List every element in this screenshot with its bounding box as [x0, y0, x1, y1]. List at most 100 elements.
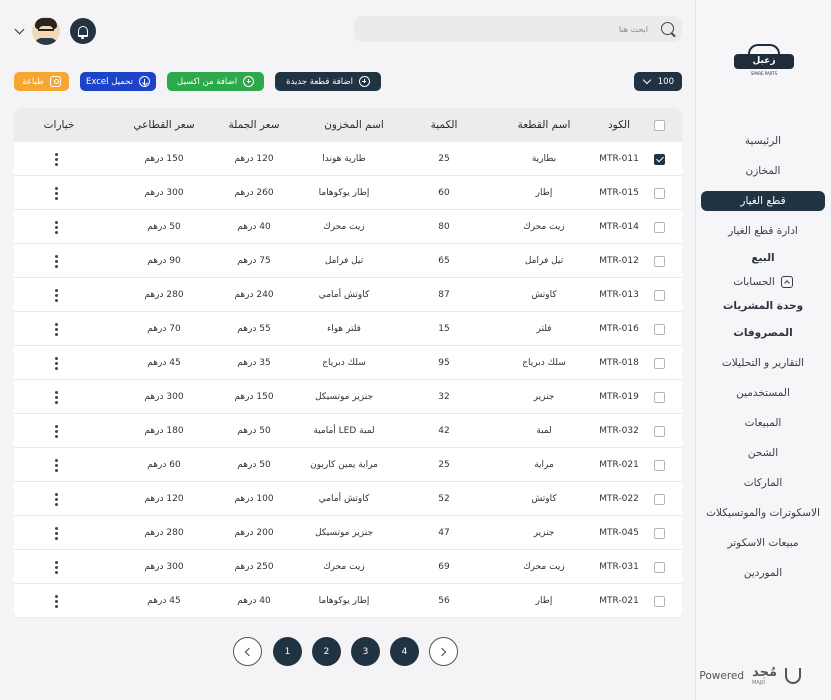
sidebar-item-6[interactable]: وحدة المشريات: [701, 294, 825, 318]
sidebar-item-8[interactable]: التقارير و التحليلات: [701, 348, 825, 378]
kebab-menu-icon[interactable]: [55, 594, 58, 608]
cell-store: فلتر هواء: [327, 324, 361, 334]
kebab-menu-icon[interactable]: [55, 492, 58, 506]
logo[interactable]: زعبل SPARE PARTS: [730, 42, 798, 78]
header-retail[interactable]: سعر القطاعي: [133, 119, 195, 131]
import-excel-button[interactable]: اضافة من اكسيل: [167, 72, 264, 91]
kebab-menu-icon[interactable]: [55, 186, 58, 200]
notifications-button[interactable]: [70, 18, 96, 44]
kebab-menu-icon[interactable]: [55, 356, 58, 370]
sidebar-item-10[interactable]: المبيعات: [701, 408, 825, 438]
page-button[interactable]: 3: [351, 637, 380, 666]
sidebar-item-1[interactable]: المخازن: [701, 156, 825, 186]
row-checkbox[interactable]: [653, 153, 665, 165]
row-checkbox[interactable]: [653, 255, 665, 267]
table-row[interactable]: MTR-045 جنزير 47 جنزير موتسيكل 200 درهم 280 د…: [14, 516, 682, 550]
table-row[interactable]: MTR-021 إطار 56 إطار يوكوهاما 40 درهم 45 درهم: [14, 584, 682, 618]
header-code[interactable]: الكود: [608, 119, 631, 131]
table-row[interactable]: MTR-032 لمبة 42 لمبة LED أمامية 50 درهم 180 د…: [14, 414, 682, 448]
cell-code: MTR-019: [599, 392, 639, 402]
sidebar-item-7[interactable]: المصروفات: [701, 318, 825, 348]
kebab-menu-icon[interactable]: [55, 288, 58, 302]
kebab-menu-icon[interactable]: [55, 390, 58, 404]
add-part-label: اضافة قطعة جديدة: [286, 76, 353, 87]
cell-code: MTR-012: [599, 256, 639, 266]
kebab-menu-icon[interactable]: [55, 152, 58, 166]
sidebar-item-4[interactable]: البيع: [701, 246, 825, 270]
sidebar-item-12[interactable]: الماركات: [701, 468, 825, 498]
kebab-menu-icon[interactable]: [55, 220, 58, 234]
sidebar-item-15[interactable]: الموردين: [701, 558, 825, 588]
row-checkbox[interactable]: [653, 595, 665, 607]
cell-part-name: فلتر: [536, 324, 552, 334]
add-part-button[interactable]: اضافة قطعة جديدة: [275, 72, 381, 91]
kebab-menu-icon[interactable]: [55, 458, 58, 472]
sidebar-item-11[interactable]: الشحن: [701, 438, 825, 468]
table-row[interactable]: MTR-016 فلتر 15 فلتر هواء 55 درهم 70 درهم: [14, 312, 682, 346]
prev-page-button[interactable]: [233, 637, 262, 666]
row-options-cell: [24, 346, 89, 380]
next-page-button[interactable]: [429, 637, 458, 666]
sidebar-item-9[interactable]: المستخدمين: [701, 378, 825, 408]
kebab-menu-icon[interactable]: [55, 526, 58, 540]
cell-wholesale: 75 درهم: [237, 256, 271, 266]
sidebar-item-0[interactable]: الرئيسية: [701, 126, 825, 156]
row-checkbox[interactable]: [653, 323, 665, 335]
row-checkbox[interactable]: [653, 187, 665, 199]
page-size-select[interactable]: 100: [634, 72, 682, 91]
page-button[interactable]: 2: [312, 637, 341, 666]
table-row[interactable]: MTR-014 زيت محرك 80 زيت محرك 40 درهم 50 درهم: [14, 210, 682, 244]
row-checkbox[interactable]: [653, 357, 665, 369]
table-row[interactable]: MTR-022 كاوتش 52 كاوتش أمامي 100 درهم 120 دره…: [14, 482, 682, 516]
header-name[interactable]: اسم القطعة: [517, 119, 571, 131]
sidebar-item-label: التقارير و التحليلات: [721, 357, 805, 369]
table-row[interactable]: MTR-019 جنزير 32 جنزير موتسيكل 150 درهم 300 د…: [14, 380, 682, 414]
row-checkbox[interactable]: [653, 391, 665, 403]
powered-label: Powered: [699, 669, 745, 682]
kebab-menu-icon[interactable]: [55, 254, 58, 268]
table-row[interactable]: MTR-012 تيل فرامل 65 تيل فرامل 75 درهم 90 دره…: [14, 244, 682, 278]
print-button[interactable]: طباعة: [14, 72, 69, 91]
page-button[interactable]: 4: [390, 637, 419, 666]
row-checkbox[interactable]: [653, 459, 665, 471]
table-row[interactable]: MTR-011 بطارية 25 طارية هوندا 120 درهم 150 در…: [14, 142, 682, 176]
sidebar-item-label: الشحن: [747, 447, 779, 459]
search-input[interactable]: ابحث هنا: [354, 16, 682, 42]
cell-part-name: بطارية: [531, 154, 557, 164]
header-store[interactable]: اسم المخزون: [324, 119, 384, 131]
header-qty[interactable]: الكمية: [430, 119, 458, 131]
kebab-menu-icon[interactable]: [55, 560, 58, 574]
select-all-checkbox[interactable]: [653, 119, 665, 131]
page-button[interactable]: 1: [273, 637, 302, 666]
sidebar-item-13[interactable]: الاسكوترات والموتسيكلات: [701, 498, 825, 528]
table-row[interactable]: MTR-018 سلك دبرياج 95 سلك دبرياج 35 درهم 45 د…: [14, 346, 682, 380]
kebab-menu-icon[interactable]: [55, 322, 58, 336]
powered-brand-name: مُجد: [752, 665, 777, 680]
sidebar-item-5[interactable]: الحسابات: [701, 270, 825, 294]
cell-wholesale: 120 درهم: [234, 154, 274, 164]
row-checkbox[interactable]: [653, 221, 665, 233]
sidebar-item-3[interactable]: ادارة قطع الغيار: [701, 216, 825, 246]
row-checkbox[interactable]: [653, 527, 665, 539]
chevron-up-icon[interactable]: [780, 276, 793, 288]
chevron-down-icon[interactable]: [14, 24, 25, 35]
row-checkbox[interactable]: [653, 561, 665, 573]
sidebar-item-14[interactable]: مبيعات الاسكوتر: [701, 528, 825, 558]
sidebar-item-label: الرئيسية: [744, 135, 782, 147]
table-row[interactable]: MTR-031 زيت محرك 69 زيت محرك 250 درهم 300 دره…: [14, 550, 682, 584]
cell-wholesale: 35 درهم: [237, 358, 271, 368]
avatar[interactable]: [32, 17, 60, 45]
header-wholesale[interactable]: سعر الجملة: [228, 119, 280, 131]
select-all-cell: [650, 108, 668, 142]
row-checkbox[interactable]: [653, 289, 665, 301]
sidebar-item-2[interactable]: قطع الغيار: [701, 191, 825, 211]
table-row[interactable]: MTR-021 مراية 25 مراية يمين كاربون 50 درهم 60…: [14, 448, 682, 482]
table-row[interactable]: MTR-015 إطار 60 إطار يوكوهاما 260 درهم 300 در…: [14, 176, 682, 210]
table-row[interactable]: MTR-013 كاوتش 87 كاوتش أمامي 240 درهم 280 دره…: [14, 278, 682, 312]
row-checkbox[interactable]: [653, 493, 665, 505]
download-excel-button[interactable]: تحميل Excel: [80, 72, 156, 91]
row-checkbox[interactable]: [653, 425, 665, 437]
cell-wholesale: 250 درهم: [234, 562, 274, 572]
kebab-menu-icon[interactable]: [55, 424, 58, 438]
